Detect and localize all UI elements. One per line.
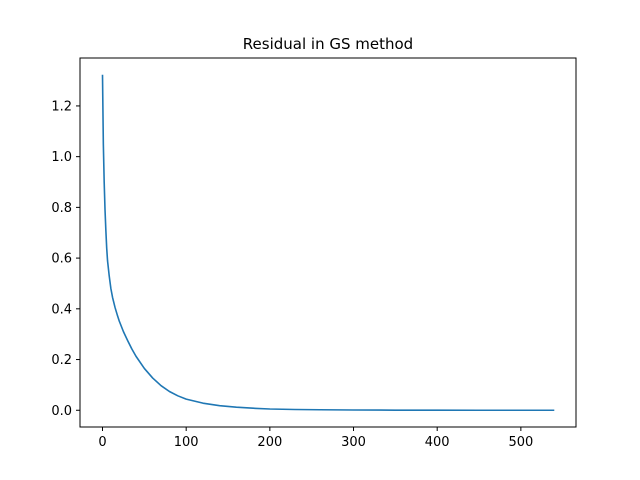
y-tick-label: 0.0	[51, 404, 72, 419]
y-tick-label: 0.8	[51, 201, 72, 216]
y-tick-label: 0.4	[51, 302, 72, 317]
y-tick-label: 1.0	[51, 150, 72, 165]
x-tick-label: 0	[98, 435, 106, 450]
x-tick-label: 300	[341, 435, 366, 450]
x-tick-label: 200	[257, 435, 282, 450]
x-tick-label: 100	[174, 435, 199, 450]
y-tick-label: 0.6	[51, 252, 72, 267]
x-tick-label: 400	[425, 435, 450, 450]
chart-title: Residual in GS method	[243, 35, 413, 53]
x-tick-label: 500	[508, 435, 533, 450]
y-tick-label: 0.2	[51, 353, 72, 368]
plot-frame	[79, 57, 577, 428]
series-line-0	[101, 74, 555, 412]
y-tick-label: 1.2	[51, 99, 72, 114]
